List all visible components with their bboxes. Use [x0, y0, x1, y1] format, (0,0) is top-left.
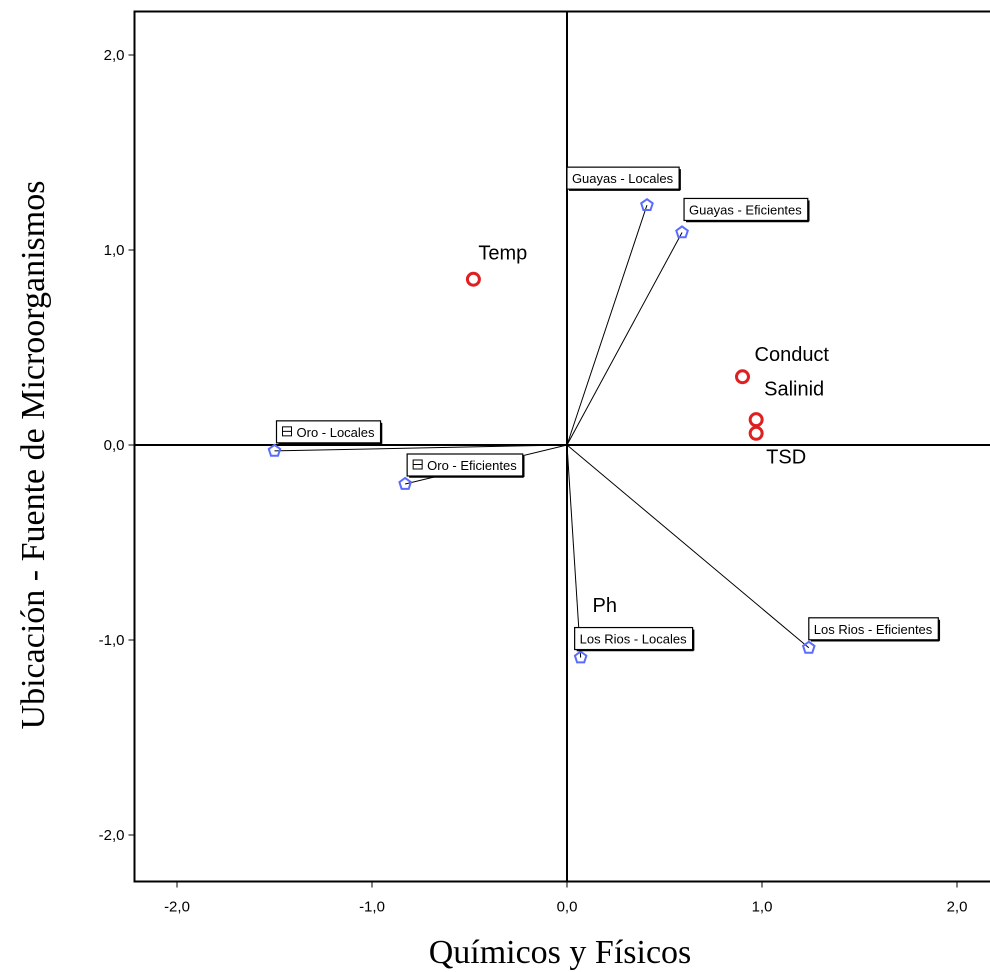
object-label-los-rios-eficientes: Los Rios - Eficientes [808, 617, 941, 642]
variable-label-conduct: Conduct [755, 344, 830, 366]
object-point-los-rios-locales [573, 650, 588, 664]
vector-guayas-eficientes [566, 232, 683, 446]
object-points [267, 197, 816, 664]
y-axis-title: Ubicación - Fuente de Microorganismos [15, 181, 52, 730]
object-label-box [406, 453, 524, 477]
object-label-box [275, 420, 382, 444]
variable-point-temp [465, 271, 481, 287]
y-tick-label: -2,0 [99, 827, 125, 844]
y-tick-label: 1,0 [104, 242, 125, 259]
variable-point-tsd [748, 425, 764, 441]
point-labels: Temp Conduct Salinid TSD Ph Guayas - Locales G… [275, 166, 941, 652]
object-label-los-rios-locales: Los Rios - Locales [574, 626, 695, 652]
variable-label-ph: Ph [593, 595, 617, 617]
x-tick-label: 1,0 [752, 899, 773, 916]
object-label-box [574, 626, 694, 651]
object-point-guayas-eficientes [675, 225, 689, 239]
plot-frame [133, 10, 990, 883]
y-tick-label: 0,0 [104, 437, 125, 454]
object-label-guayas-locales: Guayas - Locales [566, 166, 681, 191]
object-label-text: Los Rios - Eficientes [814, 622, 933, 637]
axis-ticks: -2,0 -1,0 0,0 1,0 2,0 2,0 1,0 0,0 -1,0 -2,0 [99, 47, 968, 916]
object-label-oro-locales: Oro - Locales [275, 420, 383, 445]
x-tick-label: 2,0 [947, 899, 968, 916]
object-label-text: Los Rios - Locales [580, 632, 687, 647]
variable-label-salinid: Salinid [764, 379, 824, 401]
object-label-box [808, 617, 939, 641]
object-label-text: Guayas - Locales [572, 171, 674, 186]
x-axis-title: Químicos y Físicos [429, 934, 692, 971]
object-label-box [683, 197, 809, 222]
y-tick-label: -1,0 [99, 632, 125, 649]
object-label-box [566, 166, 680, 190]
object-vectors [274, 204, 810, 658]
object-label-guayas-eficientes: Guayas - Eficientes [683, 197, 810, 223]
x-tick-label: -1,0 [359, 899, 385, 916]
object-point-guayas-locales [640, 197, 654, 211]
x-tick-label: 0,0 [557, 899, 578, 916]
object-point-oro-locales [267, 443, 282, 457]
object-label-text: Oro - Locales [297, 425, 376, 440]
vector-guayas-locales [566, 204, 648, 446]
object-point-los-rios-eficientes [801, 640, 816, 654]
variable-point-conduct [735, 369, 750, 385]
vector-los-rios-locales [566, 444, 582, 658]
object-label-text: Guayas - Eficientes [689, 202, 802, 217]
object-point-oro-eficientes [398, 476, 413, 490]
object-label-text: Oro - Eficientes [427, 458, 517, 473]
y-tick-label: 2,0 [104, 47, 125, 64]
variable-label-temp: Temp [478, 242, 527, 264]
vector-oro-locales [274, 444, 568, 452]
vector-los-rios-eficientes [566, 444, 810, 649]
object-label-oro-eficientes: Oro - Eficientes [406, 453, 525, 478]
x-tick-label: -2,0 [164, 899, 190, 916]
variable-point-salinid [748, 412, 764, 428]
variable-label-tsd: TSD [766, 446, 806, 468]
